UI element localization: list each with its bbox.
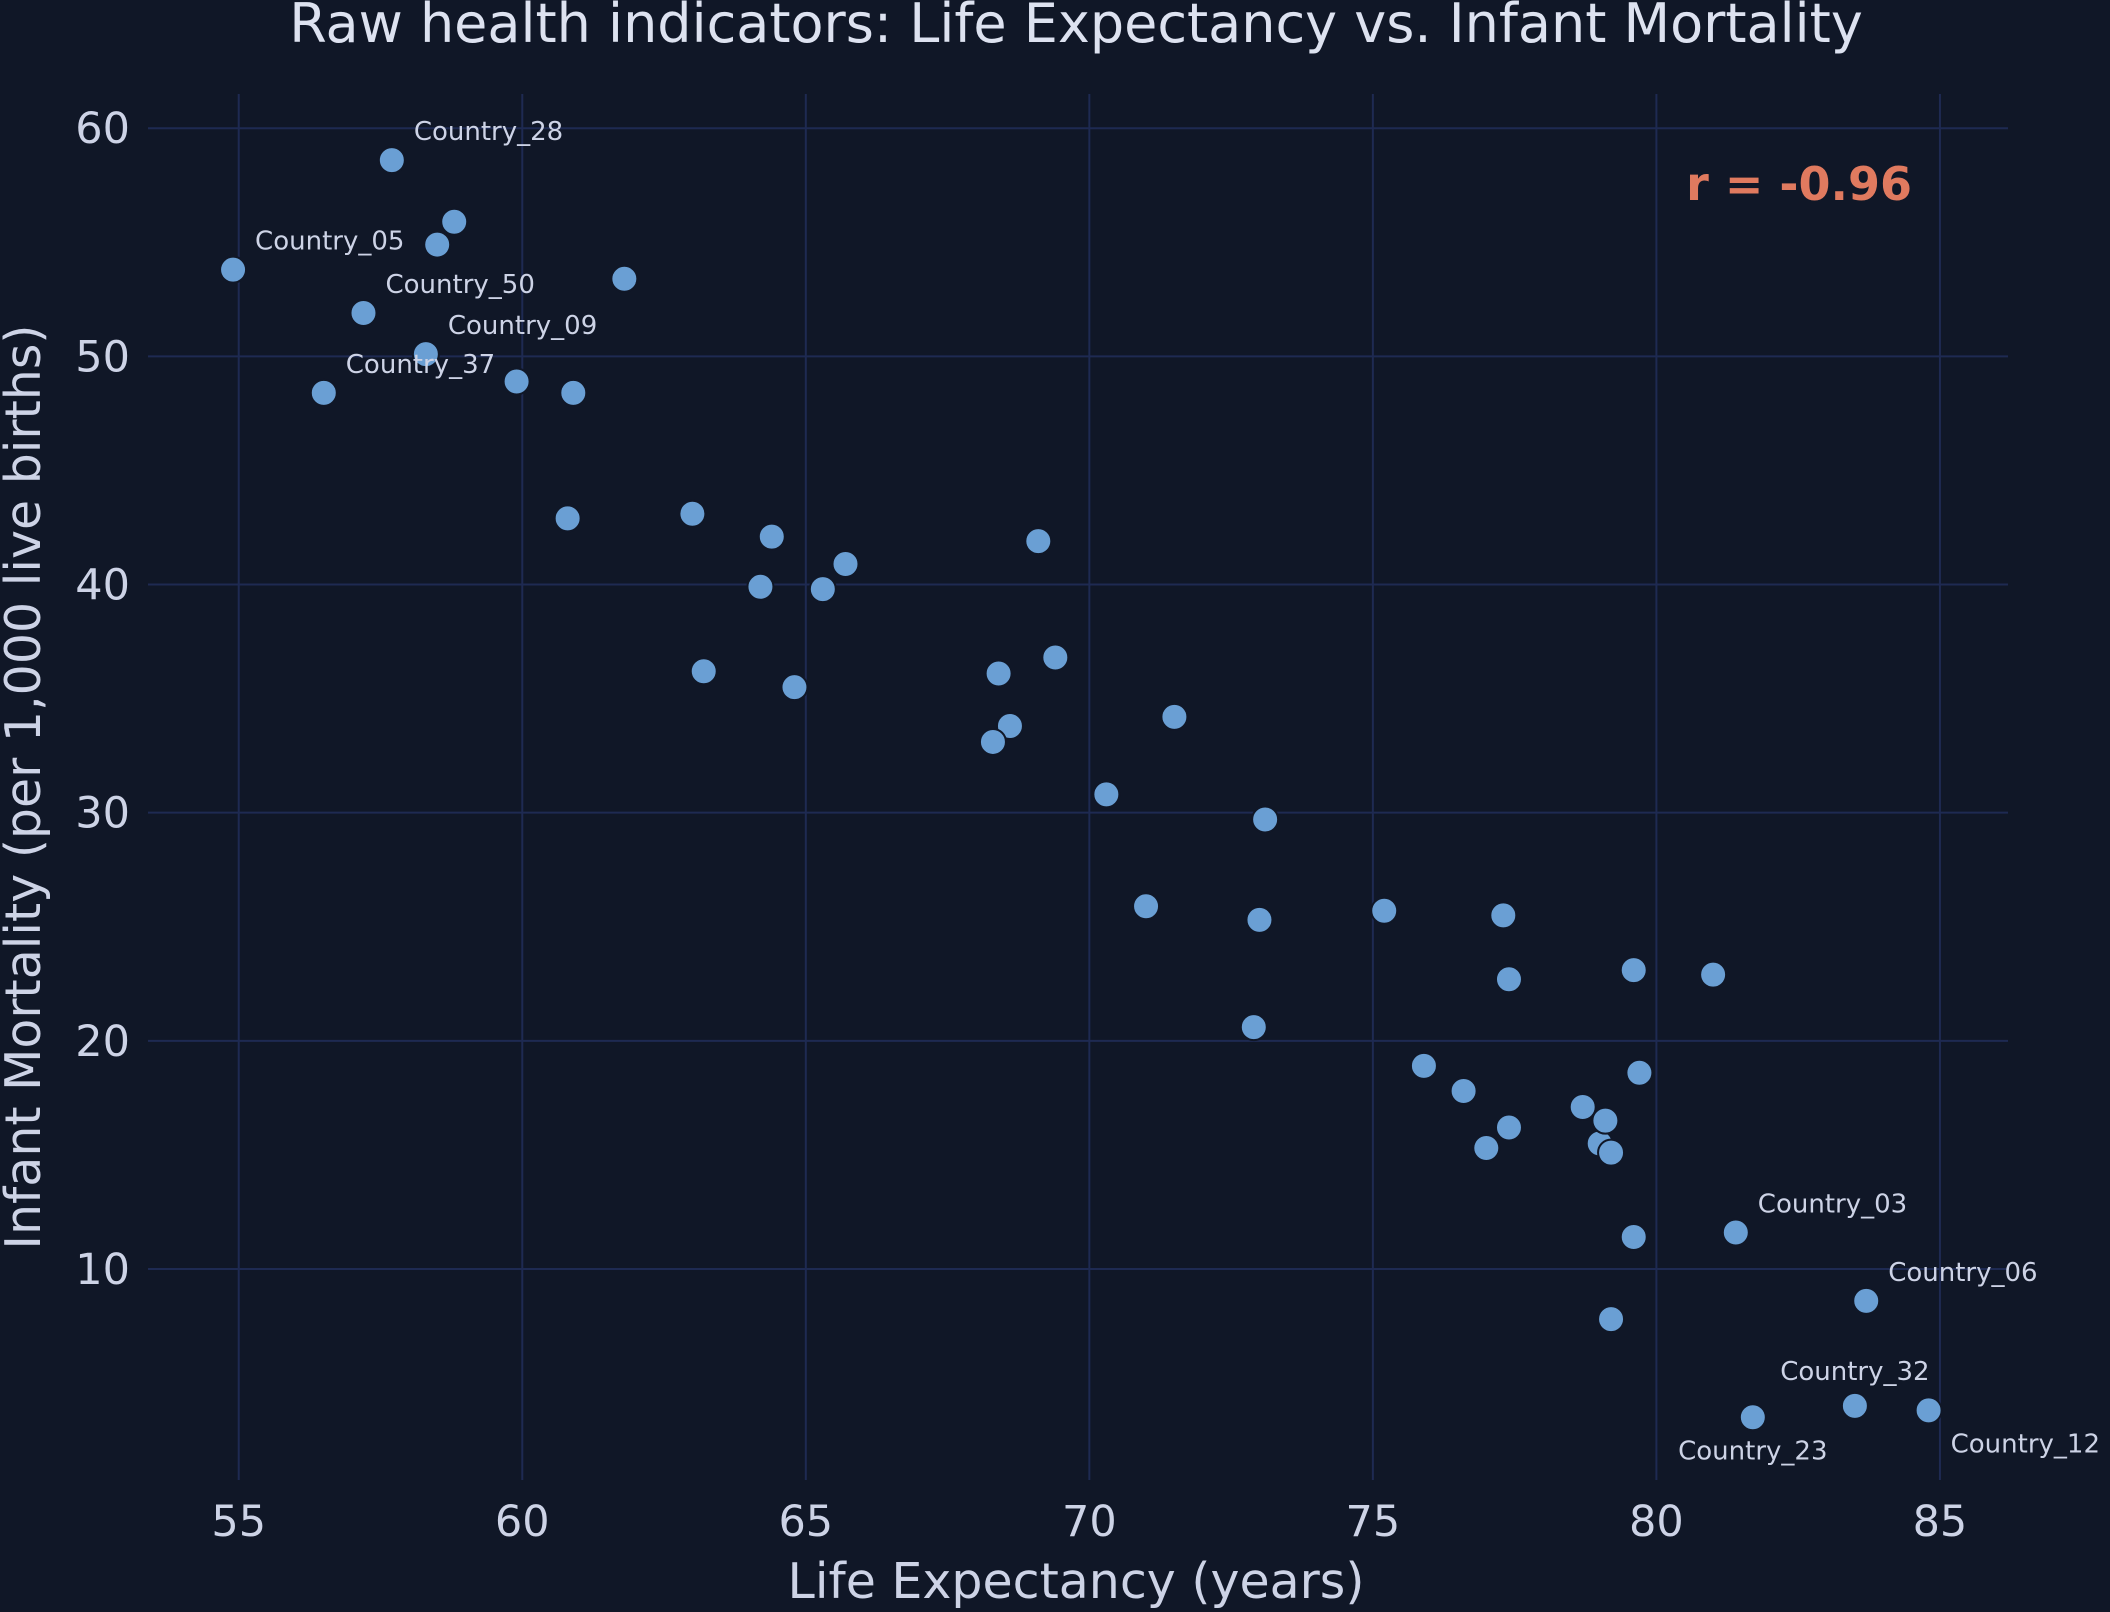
data-point	[502, 367, 531, 396]
data-point	[349, 299, 378, 328]
data-point	[1239, 1013, 1268, 1042]
chart-title: Raw health indicators: Life Expectancy v…	[289, 0, 1863, 55]
data-point	[1160, 702, 1189, 731]
data-point	[1699, 960, 1728, 989]
point-label: Country_06	[1888, 1258, 2037, 1288]
tick-labels: 55 60 65 70 75 80 85 10 20 30 40 50 60	[75, 104, 1967, 1547]
data-point	[1449, 1077, 1478, 1106]
x-tick-label: 60	[495, 1497, 550, 1547]
x-axis-label: Life Expectancy (years)	[788, 1553, 1365, 1610]
correlation-annotation: r = -0.96	[1686, 157, 1912, 211]
data-point	[1251, 805, 1280, 834]
data-point	[1494, 1113, 1523, 1142]
data-point	[610, 264, 639, 293]
data-point	[1409, 1051, 1438, 1080]
data-point	[1625, 1058, 1654, 1087]
point-label: Country_28	[414, 117, 563, 147]
data-point	[689, 657, 718, 686]
data-point	[1619, 956, 1648, 985]
data-point	[411, 340, 440, 369]
point-annotations: Country_05 Country_28 Country_50 Country_09…	[255, 117, 2100, 1466]
data-point	[1852, 1286, 1881, 1315]
data-points	[219, 146, 1943, 1432]
data-point	[780, 673, 809, 702]
point-label: Country_05	[255, 227, 404, 257]
data-point	[440, 207, 469, 236]
data-point	[553, 504, 582, 533]
point-label: Country_12	[1951, 1429, 2100, 1459]
data-point	[995, 711, 1024, 740]
x-tick-label: 70	[1062, 1497, 1117, 1547]
y-tick-label: 20	[75, 1017, 130, 1067]
data-point	[808, 575, 837, 604]
x-tick-label: 85	[1913, 1497, 1968, 1547]
point-label: Country_37	[346, 350, 495, 380]
x-tick-label: 75	[1346, 1497, 1401, 1547]
data-point	[377, 146, 406, 175]
data-point	[678, 499, 707, 528]
data-point	[978, 727, 1007, 756]
data-point	[423, 230, 452, 259]
y-tick-label: 50	[75, 332, 130, 382]
data-point	[309, 378, 338, 407]
point-label: Country_23	[1678, 1436, 1827, 1466]
data-point	[1132, 892, 1161, 921]
data-point	[1370, 896, 1399, 925]
y-tick-label: 30	[75, 789, 130, 839]
point-label: Country_09	[448, 311, 597, 341]
data-point	[1472, 1134, 1501, 1163]
data-point	[1568, 1092, 1597, 1121]
data-point	[1914, 1396, 1943, 1425]
data-point	[1041, 643, 1070, 672]
x-tick-label: 65	[778, 1497, 833, 1547]
y-tick-label: 40	[75, 561, 130, 611]
y-axis-label: Infant Mortality (per 1,000 live births)	[0, 325, 52, 1250]
data-point	[1092, 780, 1121, 809]
data-point	[1738, 1403, 1767, 1432]
data-point	[1245, 905, 1274, 934]
data-point	[1489, 901, 1518, 930]
data-point	[219, 255, 248, 284]
grid	[148, 94, 2008, 1480]
y-tick-label: 10	[75, 1245, 130, 1295]
y-tick-label: 60	[75, 104, 130, 154]
data-point	[559, 378, 588, 407]
data-point	[1597, 1305, 1626, 1334]
point-label: Country_03	[1758, 1189, 1907, 1219]
point-label: Country_50	[385, 270, 534, 300]
data-point	[831, 549, 860, 578]
x-tick-label: 80	[1629, 1497, 1684, 1547]
data-point	[757, 522, 786, 551]
data-point	[1494, 965, 1523, 994]
data-point	[1597, 1138, 1626, 1167]
data-point	[1721, 1218, 1750, 1247]
data-point	[1840, 1391, 1869, 1420]
x-tick-label: 55	[211, 1497, 266, 1547]
data-point	[1024, 527, 1053, 556]
data-point	[984, 659, 1013, 688]
data-point	[1619, 1223, 1648, 1252]
data-point	[746, 572, 775, 601]
data-point	[1591, 1106, 1620, 1135]
point-label: Country_32	[1780, 1357, 1929, 1387]
